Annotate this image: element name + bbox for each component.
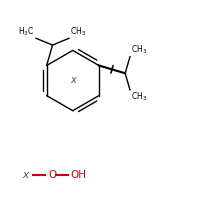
Text: $\it{x}$: $\it{x}$ — [22, 170, 31, 180]
Text: $\mathregular{CH_3}$: $\mathregular{CH_3}$ — [131, 91, 147, 103]
Text: OH: OH — [70, 170, 86, 180]
Text: $\mathregular{H_3C}$: $\mathregular{H_3C}$ — [18, 25, 34, 38]
Text: O: O — [48, 170, 57, 180]
Text: $\it{x}$: $\it{x}$ — [70, 75, 78, 85]
Text: $\mathregular{CH_3}$: $\mathregular{CH_3}$ — [131, 43, 147, 56]
Text: $\mathregular{CH_3}$: $\mathregular{CH_3}$ — [70, 25, 86, 38]
